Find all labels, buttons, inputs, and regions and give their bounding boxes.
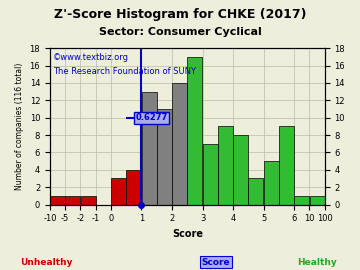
Text: Healthy: Healthy	[297, 258, 337, 266]
Bar	[157, 109, 172, 204]
Bar	[188, 57, 202, 204]
Bar	[279, 126, 294, 204]
X-axis label: Score: Score	[172, 229, 203, 239]
Bar	[81, 196, 95, 204]
Text: Score: Score	[202, 258, 230, 266]
Bar	[172, 83, 187, 204]
Text: Unhealthy: Unhealthy	[21, 258, 73, 266]
Bar	[141, 92, 157, 204]
Bar	[233, 135, 248, 204]
Bar	[264, 161, 279, 204]
Bar	[126, 170, 141, 204]
Bar	[65, 196, 80, 204]
Text: ©www.textbiz.org: ©www.textbiz.org	[53, 53, 129, 62]
Bar	[218, 126, 233, 204]
Bar	[111, 178, 126, 204]
Text: Sector: Consumer Cyclical: Sector: Consumer Cyclical	[99, 27, 261, 37]
Bar	[203, 144, 218, 204]
Bar	[294, 196, 309, 204]
Bar	[310, 196, 324, 204]
Bar	[248, 178, 264, 204]
Y-axis label: Number of companies (116 total): Number of companies (116 total)	[15, 63, 24, 190]
Text: 0.6277: 0.6277	[135, 113, 168, 122]
Text: The Research Foundation of SUNY: The Research Foundation of SUNY	[53, 67, 195, 76]
Bar	[50, 196, 65, 204]
Text: Z'-Score Histogram for CHKE (2017): Z'-Score Histogram for CHKE (2017)	[54, 8, 306, 21]
